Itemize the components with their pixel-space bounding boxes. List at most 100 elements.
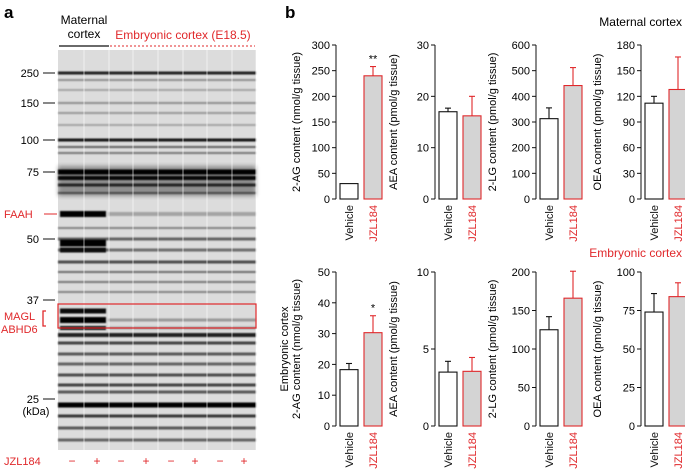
- bar-chart: 0 5 10 AEA content (pmol/g tissue) Vehicle JZ…: [388, 267, 482, 469]
- y-tick-label: 0: [423, 194, 429, 206]
- bar-chart: 0 100 200 300 400 500 600 2-LG content (pmol/g …: [487, 40, 583, 242]
- kda-label: (kDa): [23, 406, 50, 418]
- blot-band: [58, 383, 256, 387]
- blot-band: [58, 333, 256, 337]
- magl-bracket: [42, 310, 46, 327]
- lane-sign: −: [216, 454, 223, 468]
- blot-band: [58, 414, 256, 418]
- y-tick-label: 25: [623, 383, 635, 395]
- bar-chart: 0 25 50 75 100 OEA content (pmol/g tissue) Veh…: [592, 267, 685, 469]
- blot-band: [58, 112, 256, 114]
- bar-jzl184: [563, 297, 583, 427]
- panel-b-label: b: [285, 3, 295, 22]
- x-category-label: Vehicle: [443, 432, 455, 467]
- y-tick-label: 0: [524, 421, 530, 433]
- blot-bands: [58, 50, 257, 450]
- bar-jzl184: [668, 296, 685, 427]
- lane-sign: +: [142, 454, 149, 468]
- y-tick-label: 0: [324, 194, 330, 206]
- y-tick-label: 600: [512, 40, 530, 52]
- bar-jzl184: [363, 75, 383, 200]
- y-tick-label: 200: [312, 91, 330, 103]
- y-tick-label: 50: [318, 267, 330, 279]
- blot-band: [108, 318, 256, 322]
- blot-band: [58, 237, 256, 241]
- blot-smear: [58, 166, 256, 196]
- x-category-label: JZL184: [673, 205, 685, 242]
- mw-marker: 100: [21, 135, 39, 147]
- bar-jzl184: [363, 332, 383, 427]
- y-tick-label: 120: [617, 91, 635, 103]
- embryonic-header: Embryonic cortex (E18.5): [115, 28, 250, 42]
- significance-marker: *: [371, 303, 376, 315]
- y-tick-label: 300: [512, 117, 530, 129]
- y-tick-label: 50: [623, 344, 635, 356]
- blot-band: [60, 211, 106, 217]
- y-tick-label: 50: [318, 168, 330, 180]
- y-tick-label: 30: [318, 329, 330, 341]
- y-axis-label: OEA content (pmol/g tissue): [592, 54, 604, 191]
- x-category-label: JZL184: [368, 205, 380, 242]
- blot-band: [58, 291, 256, 293]
- blot-band: [58, 152, 256, 154]
- bar-vehicle: [438, 371, 458, 427]
- lane-sign: −: [167, 454, 174, 468]
- faah-label: FAAH: [4, 209, 33, 221]
- y-tick-label: 250: [312, 66, 330, 78]
- x-category-label: Vehicle: [443, 205, 455, 240]
- bar-vehicle: [438, 111, 458, 200]
- blot-band: [58, 373, 256, 377]
- bar-jzl184: [462, 370, 482, 427]
- row-label-maternal: Maternal cortex: [599, 15, 682, 29]
- x-category-label: JZL184: [568, 205, 580, 242]
- magl-label: MAGL: [4, 311, 35, 323]
- blot-band: [58, 352, 256, 356]
- blot-band: [60, 239, 106, 247]
- mw-marker: 50: [27, 234, 39, 246]
- mw-marker: 250: [21, 68, 39, 80]
- y-tick-label: 30: [417, 40, 429, 52]
- y-tick-label: 300: [312, 40, 330, 52]
- x-category-label: Vehicle: [544, 205, 556, 240]
- bar-vehicle: [339, 369, 359, 427]
- maternal-header-line1: Maternal: [61, 13, 108, 27]
- y-axis-label: 2-LG content (pmol/g tissue): [487, 280, 499, 419]
- y-tick-label: 100: [512, 344, 530, 356]
- bar-chart: 0 30 60 90 120 150 180 OEA content (pmol/g tiss…: [592, 40, 685, 242]
- mw-marker: 37: [27, 295, 39, 307]
- mw-marker: 150: [21, 98, 39, 110]
- lane-sign: +: [93, 454, 100, 468]
- y-tick-label: 10: [417, 143, 429, 155]
- blot-band: [58, 89, 256, 91]
- blot-band: [58, 362, 256, 366]
- y-axis-label: 2-LG content (pmol/g tissue): [487, 53, 499, 192]
- blot-band: [58, 271, 256, 273]
- y-tick-label: 500: [512, 66, 530, 78]
- x-category-label: Vehicle: [344, 205, 356, 240]
- x-category-label: JZL184: [467, 205, 479, 242]
- blot-band: [58, 146, 256, 148]
- y-axis-label: OEA content (pmol/g tissue): [592, 281, 604, 418]
- y-axis-label: 2-AG content (nmol/g tissue): [291, 279, 303, 419]
- y-axis-label: AEA content (pmol/g tissue): [388, 54, 400, 190]
- y-tick-label: 0: [423, 421, 429, 433]
- y-tick-label: 400: [512, 91, 530, 103]
- x-category-label: JZL184: [368, 432, 380, 469]
- maternal-header-line2: cortex: [68, 27, 101, 41]
- row-label-embryonic: Embryonic cortex: [589, 246, 682, 260]
- blot-band: [58, 79, 256, 81]
- y-tick-label: 0: [324, 421, 330, 433]
- x-category-label: Vehicle: [544, 432, 556, 467]
- panel-a-label: a: [4, 3, 14, 22]
- blot-band: [58, 341, 256, 345]
- blot-band: [58, 138, 256, 142]
- y-tick-label: 100: [312, 143, 330, 155]
- bar-jzl184: [668, 88, 685, 200]
- y-tick-label: 5: [423, 344, 429, 356]
- magl-abhd6-highlight-box: [57, 303, 257, 329]
- x-category-label: Vehicle: [344, 432, 356, 467]
- blot-band: [58, 426, 256, 430]
- y-tick-label: 100: [512, 168, 530, 180]
- y-tick-label: 75: [623, 306, 635, 318]
